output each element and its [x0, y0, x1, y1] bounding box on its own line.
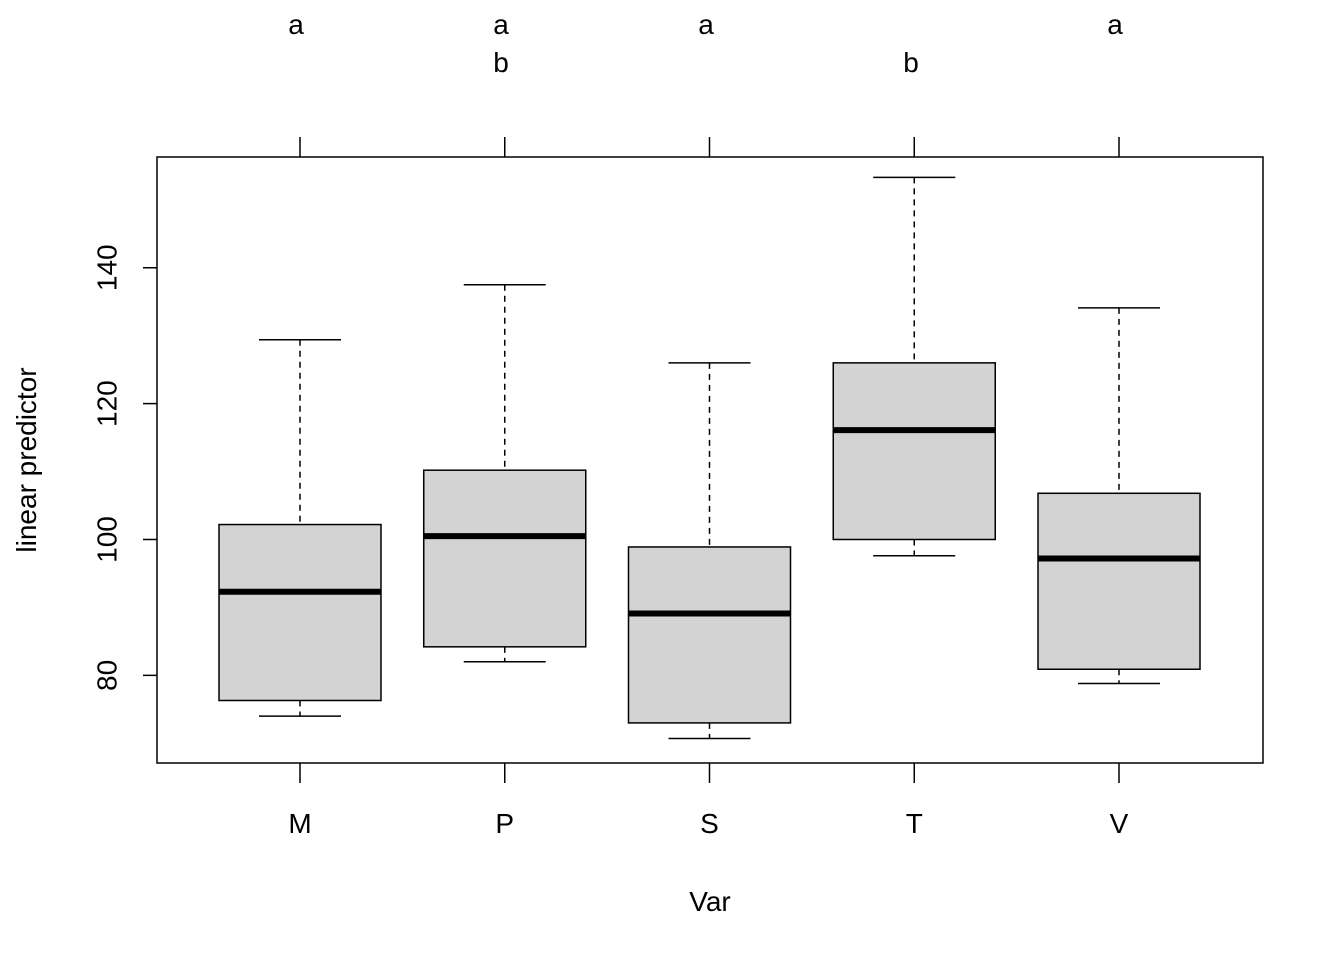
box-S — [627, 362, 792, 740]
box-P — [423, 283, 587, 663]
x-tick-label: T — [906, 808, 923, 839]
box-iqr — [218, 523, 382, 702]
box-iqr — [423, 469, 587, 648]
group-letter: a — [698, 9, 714, 40]
x-tick-label: S — [700, 808, 719, 839]
box-iqr — [832, 362, 996, 541]
y-tick-label: 120 — [91, 380, 122, 427]
group-letter: b — [493, 47, 509, 78]
y-axis: 80 100 120 140 — [91, 244, 157, 691]
y-tick-label: 80 — [91, 660, 122, 691]
x-axis-label: Var — [689, 886, 731, 917]
box-T — [832, 176, 996, 557]
x-tick-label: M — [288, 808, 311, 839]
group-letter: b — [903, 47, 919, 78]
group-letter: a — [493, 9, 509, 40]
x-tick-label: V — [1110, 808, 1129, 839]
y-tick-label: 100 — [91, 516, 122, 563]
y-tick-label: 140 — [91, 244, 122, 291]
group-letter: a — [288, 9, 304, 40]
box-V — [1037, 307, 1201, 685]
top-axis — [299, 137, 1120, 157]
box-iqr — [627, 546, 792, 724]
box-iqr — [1037, 492, 1201, 670]
y-axis-label: linear predictor — [11, 367, 42, 552]
box-M — [218, 339, 382, 717]
group-letter: a — [1107, 9, 1123, 40]
boxes-group — [218, 176, 1201, 740]
x-tick-label: P — [495, 808, 514, 839]
